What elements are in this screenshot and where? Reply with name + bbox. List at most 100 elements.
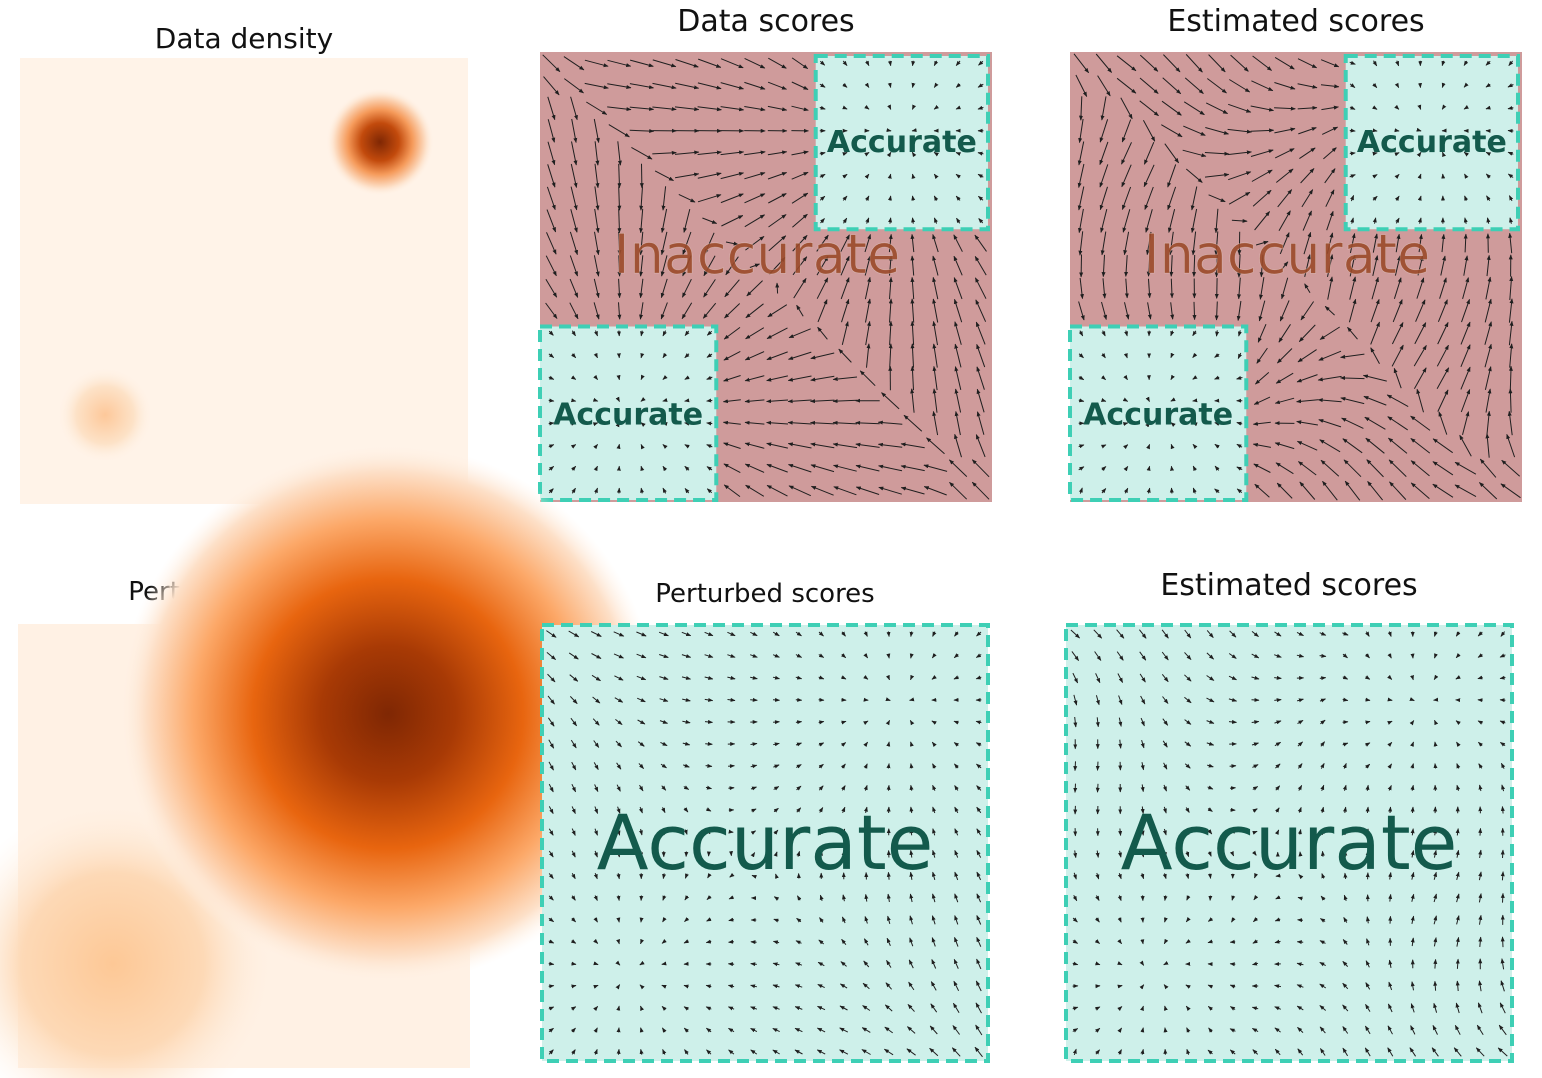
score-arrow xyxy=(1366,459,1384,478)
score-arrow xyxy=(1258,300,1266,322)
score-arrow xyxy=(1277,189,1293,208)
score-arrow xyxy=(1183,125,1206,136)
panel-title: Estimated scores xyxy=(1167,4,1425,39)
score-arrow xyxy=(1078,353,1084,359)
score-arrow xyxy=(607,83,632,90)
score-arrow xyxy=(1143,142,1155,165)
score-arrow xyxy=(792,213,808,228)
score-arrow xyxy=(1192,398,1198,403)
score-arrow xyxy=(639,302,644,320)
score-arrow xyxy=(878,464,903,472)
score-arrow xyxy=(1215,330,1220,337)
score-arrow xyxy=(1367,481,1383,501)
score-arrow xyxy=(616,374,621,381)
score-arrow xyxy=(547,164,556,188)
score-arrow xyxy=(1341,417,1364,429)
score-arrow xyxy=(1214,208,1219,234)
score-arrow xyxy=(684,488,690,494)
score-arrow xyxy=(548,850,554,858)
score-arrow xyxy=(955,60,961,66)
score-arrow xyxy=(1298,127,1317,135)
score-arrow xyxy=(1101,330,1106,337)
score-arrow xyxy=(1440,255,1447,276)
score-arrow xyxy=(1099,186,1108,211)
score-arrow xyxy=(977,173,984,179)
score-arrow xyxy=(1484,298,1492,323)
score-arrow xyxy=(1437,321,1449,345)
score-arrow xyxy=(1168,231,1174,256)
score-arrow xyxy=(1236,488,1243,494)
score-arrow xyxy=(1185,54,1203,73)
score-arrow xyxy=(1162,77,1182,95)
score-arrow xyxy=(640,422,646,427)
score-arrow xyxy=(1486,254,1491,277)
score-arrow xyxy=(706,375,713,380)
score-arrow xyxy=(569,302,579,320)
score-arrow xyxy=(1206,78,1227,94)
score-arrow xyxy=(1124,330,1129,337)
score-arrow xyxy=(1184,77,1204,94)
score-arrow xyxy=(887,195,892,201)
score-arrow xyxy=(977,83,984,88)
score-arrow xyxy=(1417,173,1422,180)
score-arrow xyxy=(744,106,766,112)
score-arrow xyxy=(1274,127,1296,134)
score-arrow xyxy=(933,60,939,67)
score-arrow xyxy=(1228,191,1251,205)
score-arrow xyxy=(1317,398,1342,403)
score-arrow xyxy=(768,57,787,69)
score-arrow xyxy=(570,444,577,449)
score-arrow xyxy=(607,59,632,68)
score-arrow xyxy=(1227,128,1252,134)
score-arrow xyxy=(910,255,915,276)
score-arrow xyxy=(1252,421,1271,426)
score-arrow xyxy=(978,195,984,201)
score-arrow xyxy=(570,939,577,944)
score-arrow xyxy=(1123,487,1129,494)
score-arrow xyxy=(1485,82,1491,88)
score-arrow xyxy=(1463,151,1470,157)
score-arrow xyxy=(1078,466,1085,471)
score-arrow xyxy=(1394,128,1400,133)
score-arrow xyxy=(1462,411,1470,436)
score-arrow xyxy=(568,652,579,660)
score-arrow xyxy=(1123,352,1128,359)
score-arrow xyxy=(1372,195,1378,201)
score-arrow xyxy=(616,1048,621,1055)
score-arrow xyxy=(1251,169,1273,182)
score-arrow xyxy=(1391,344,1404,367)
score-arrow xyxy=(1507,83,1514,88)
score-arrow xyxy=(1460,389,1471,413)
score-arrow xyxy=(1120,97,1133,120)
score-arrow xyxy=(1340,397,1365,405)
score-arrow xyxy=(796,304,804,317)
score-arrow xyxy=(1170,397,1176,402)
accurate-box-top-right-border xyxy=(1343,54,1520,232)
score-arrow xyxy=(1432,461,1454,476)
score-arrow xyxy=(1508,365,1513,391)
score-arrow xyxy=(1486,410,1491,436)
score-arrow xyxy=(720,58,744,69)
score-arrow xyxy=(768,214,787,228)
score-arrow xyxy=(723,463,741,474)
score-arrow xyxy=(570,209,578,233)
score-arrow xyxy=(1077,141,1085,166)
score-arrow xyxy=(1167,164,1177,188)
score-arrow xyxy=(662,487,667,494)
score-arrow xyxy=(548,466,555,471)
score-arrow xyxy=(910,320,915,346)
score-arrow xyxy=(1508,232,1513,254)
score-arrow xyxy=(546,232,557,255)
score-arrow xyxy=(1256,347,1268,364)
score-arrow xyxy=(1324,306,1335,316)
score-arrow xyxy=(1302,210,1312,231)
score-arrow xyxy=(1324,168,1336,184)
score-arrow xyxy=(746,280,763,297)
score-arrow xyxy=(1227,150,1252,156)
score-arrow xyxy=(910,343,915,368)
score-arrow xyxy=(744,150,766,156)
score-arrow xyxy=(1372,255,1379,277)
score-arrow xyxy=(887,173,892,179)
score-arrow xyxy=(1185,168,1203,183)
score-arrow xyxy=(1231,218,1248,223)
